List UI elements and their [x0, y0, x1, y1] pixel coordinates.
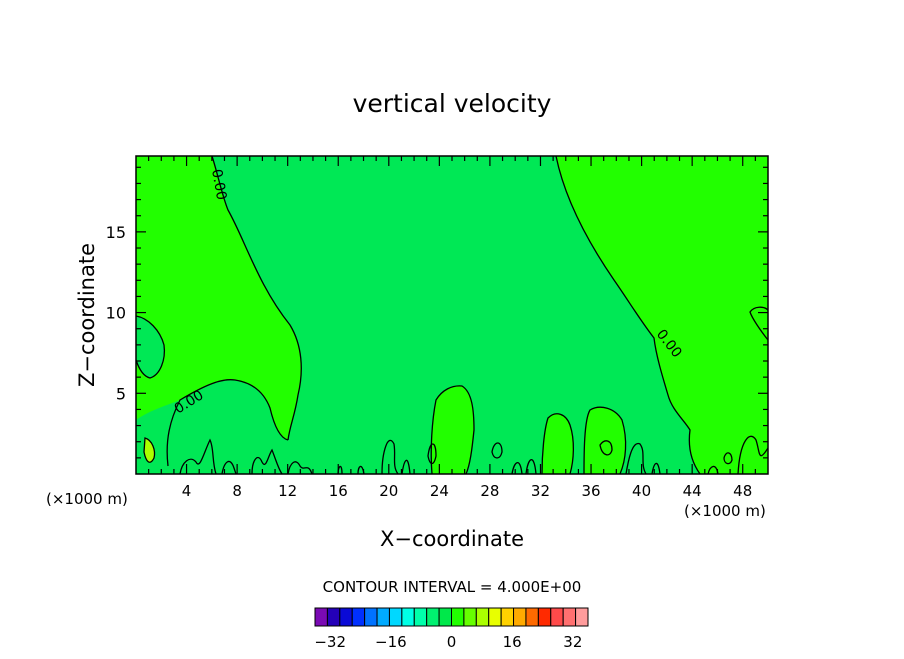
x-tick-label: 48	[733, 482, 752, 500]
colorbar-tick-labels: −32 −16 0 16 32	[314, 633, 582, 651]
positive-patch-mid-right	[542, 413, 574, 474]
contour-wiggle-4	[287, 461, 313, 475]
colorbar-swatch	[488, 607, 502, 627]
contour-wiggle-12	[625, 442, 647, 475]
chart-title: vertical velocity	[353, 89, 552, 118]
positive-patch-mid	[431, 385, 474, 474]
contour-line-right	[555, 155, 701, 475]
colorbar-swatch	[413, 607, 428, 627]
x-axis-units: (×1000 m)	[684, 502, 766, 520]
contour-wiggle-11	[525, 459, 537, 475]
x-tick-label: 16	[329, 482, 348, 500]
x-tick-label: 20	[379, 482, 398, 500]
contour-wiggle-8	[401, 459, 411, 475]
x-tick-label: 40	[632, 482, 651, 500]
colorbar-swatch	[326, 607, 341, 627]
contour-line-mid-right2	[583, 406, 627, 475]
contour-label: 0.00	[208, 168, 229, 201]
contour-line-left-inner	[135, 315, 166, 379]
contour-lines	[135, 155, 769, 475]
colorbar	[314, 607, 589, 627]
colorbar-swatch	[364, 607, 378, 627]
colorbar-swatch	[451, 607, 465, 627]
colorbar-swatch	[475, 607, 490, 627]
contour-line-mid-right	[541, 413, 575, 475]
colorbar-tick-label: 0	[447, 633, 457, 651]
colorbar-swatch	[401, 607, 415, 627]
contour-line-left	[211, 155, 302, 441]
y-tick-label: 15	[106, 223, 126, 242]
colorbar-tick-label: −16	[375, 633, 407, 651]
x-tick-label: 32	[531, 482, 550, 500]
colorbar-swatch	[314, 607, 328, 627]
contour-wiggle-13	[651, 462, 661, 475]
contour-wiggle-7	[381, 439, 399, 475]
x-axis-label: X−coordinate	[380, 527, 524, 551]
x-tick-label: 4	[182, 482, 192, 500]
negative-patch-left-low	[136, 379, 293, 474]
y-tick-label: 5	[116, 384, 126, 403]
x-tick-label: 24	[430, 482, 449, 500]
axis-ticks	[136, 156, 768, 474]
x-tick-label: 12	[278, 482, 297, 500]
x-tick-label: 44	[683, 482, 702, 500]
colorbar-tick-label: 16	[503, 633, 522, 651]
colorbar-swatch	[513, 607, 527, 627]
y-tick-label: 10	[106, 304, 126, 323]
colorbar-tick-label: −32	[314, 633, 346, 651]
colorbar-swatch	[438, 607, 453, 627]
colorbar-swatch	[537, 607, 552, 627]
contour-line-mid-small	[427, 443, 437, 465]
colorbar-swatch	[351, 607, 366, 627]
y-tick-labels: 5 10 15	[106, 223, 126, 403]
positive-patch-far-right	[750, 307, 768, 340]
x-tick-labels: 4 8 12 16 20 24 28 32 36 40 44 48	[182, 482, 752, 500]
colorbar-tick-label: 32	[563, 633, 582, 651]
contour-wiggle-16	[737, 435, 769, 475]
x-tick-label: 28	[480, 482, 499, 500]
contour-line-mid-right2-inner	[599, 440, 613, 456]
contour-wiggle-15	[723, 452, 733, 465]
x-tick-label: 36	[581, 482, 600, 500]
colorbar-swatch	[339, 607, 353, 627]
contour-wiggle-2	[221, 460, 237, 475]
x-tick-label: 8	[232, 482, 242, 500]
colorbar-swatch	[426, 607, 440, 627]
colorbar-swatch	[550, 607, 564, 627]
contour-line-left-low	[166, 379, 289, 467]
contour-wiggle-1	[179, 438, 217, 475]
contour-interval-text: CONTOUR INTERVAL = 4.000E+00	[323, 578, 582, 596]
colorbar-swatch	[376, 607, 390, 627]
y-axis-label: Z−coordinate	[75, 243, 99, 387]
y-axis-units: (×1000 m)	[46, 490, 128, 508]
plot-area	[136, 156, 768, 474]
positive-region-right	[556, 156, 768, 474]
colorbar-swatch	[562, 607, 577, 627]
colorbar-swatch	[388, 607, 403, 627]
colorbar-swatch	[500, 607, 515, 627]
colorbar-swatch	[575, 607, 589, 627]
contour-wiggle-10	[511, 462, 523, 475]
contour-wiggle-3	[251, 448, 283, 475]
contour-line-left-small	[143, 437, 156, 463]
contour-wiggle-9	[491, 442, 503, 459]
colorbar-swatch	[463, 607, 477, 627]
colorbar-swatch	[525, 607, 539, 627]
contour-line-mid	[430, 385, 475, 475]
contour-line-right-edge	[749, 306, 769, 341]
